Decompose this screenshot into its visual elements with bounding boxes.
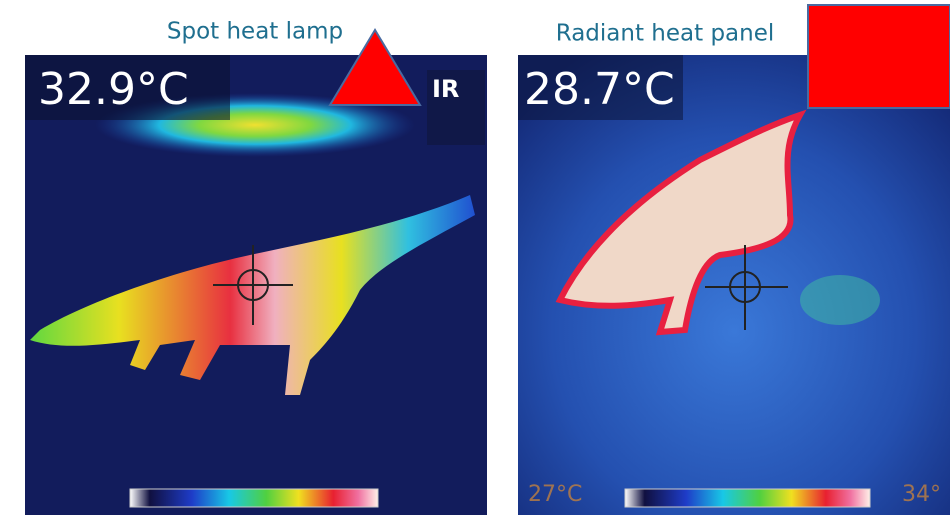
panel-title: Spot heat lamp (167, 19, 343, 45)
temperature: 28.7°C (524, 64, 675, 115)
crosshair-lines (213, 245, 293, 325)
badge: IR (432, 75, 459, 103)
crosshair-lines (705, 245, 788, 330)
badge-box (427, 70, 485, 145)
panel-title: Radiant heat panel (556, 21, 775, 47)
scale-min: 27°C (528, 482, 582, 507)
temp-box (25, 55, 230, 120)
color-scale (624, 488, 871, 508)
temp-box (518, 55, 683, 120)
warm-spot (800, 275, 880, 325)
temperature: 32.9°C (38, 64, 189, 115)
red-triangle (328, 28, 422, 106)
hand-heat (555, 109, 807, 336)
scale-max: 34° (902, 482, 941, 507)
red-rectangle (807, 4, 950, 109)
color-scale (129, 488, 379, 508)
